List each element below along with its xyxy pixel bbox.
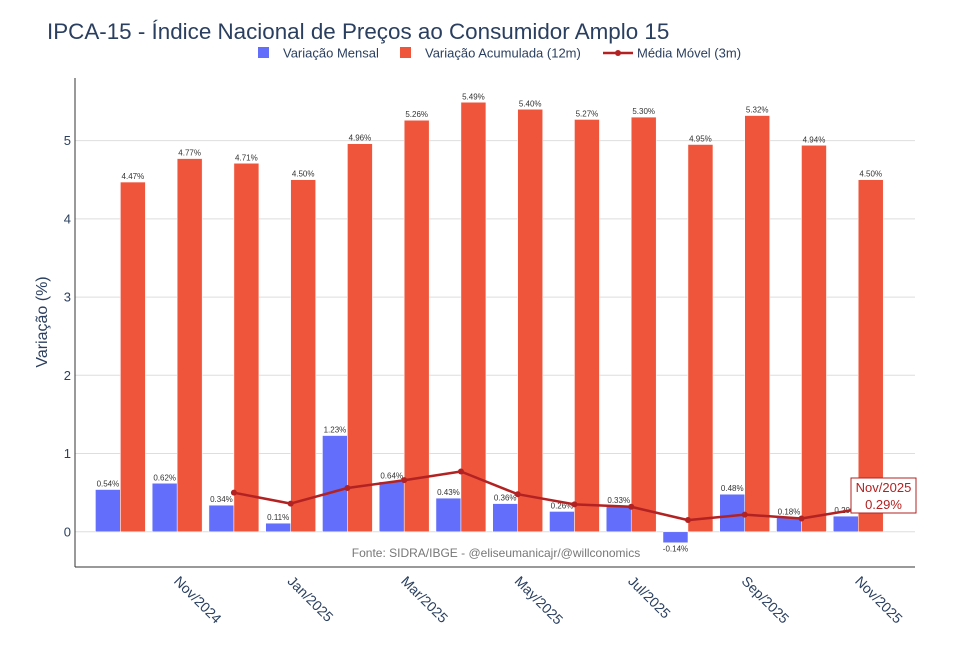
bar-variacao-mensal-9 — [605, 505, 632, 533]
legend-square-icon — [400, 47, 411, 58]
bar-label-variacao-acumulada-2: 4.71% — [235, 153, 258, 162]
moving-average-point-10 — [684, 517, 691, 524]
bar-variacao-mensal-13 — [833, 515, 859, 533]
bar-variacao-mensal-10 — [662, 531, 689, 543]
y-tick-label: 5 — [64, 133, 71, 148]
bar-variacao-mensal-2 — [208, 504, 235, 533]
bar-label-variacao-acumulada-5: 5.26% — [405, 110, 428, 119]
bar-variacao-mensal-5 — [378, 481, 405, 533]
bar-label-variacao-acumulada-3: 4.50% — [292, 170, 315, 179]
moving-average-point-11 — [741, 511, 748, 518]
bars — [95, 102, 884, 543]
bar-label-variacao-mensal-7: 0.36% — [494, 494, 517, 503]
moving-average-point-3 — [287, 500, 294, 507]
bar-label-variacao-mensal-3: 0.11% — [267, 513, 289, 522]
bar-label-variacao-acumulada-6: 5.49% — [462, 92, 485, 101]
legend-marker-icon — [615, 50, 621, 56]
y-tick-label: 2 — [64, 368, 71, 383]
moving-average-line — [233, 470, 859, 522]
bar-label-variacao-acumulada-10: 4.95% — [689, 135, 712, 144]
bar-label-variacao-mensal-11: 0.48% — [721, 484, 744, 493]
y-axis-tick-labels: 0 1 2 3 4 5 — [64, 133, 71, 539]
legend-item-media-movel[interactable]: Média Móvel (3m) — [603, 46, 741, 61]
bar-variacao-mensal-0 — [95, 489, 121, 533]
legend-square-icon — [258, 47, 269, 58]
legend-item-variacao-mensal[interactable]: Variação Mensal — [258, 46, 379, 61]
bar-label-variacao-mensal-9: 0.33% — [607, 496, 630, 505]
bar-label-variacao-acumulada-13: 4.50% — [859, 170, 882, 179]
bar-variacao-mensal-1 — [151, 483, 178, 533]
latest-value-callout: Nov/2025 0.29% — [850, 477, 917, 514]
bar-label-variacao-acumulada-4: 4.96% — [349, 134, 372, 143]
moving-average-point-7 — [514, 491, 521, 498]
bar-variacao-acumulada-2 — [233, 163, 260, 533]
bar-variacao-acumulada-8 — [574, 119, 600, 533]
moving-average-point-2 — [230, 489, 237, 496]
bar-variacao-acumulada-5 — [403, 119, 430, 533]
bar-label-variacao-acumulada-7: 5.40% — [519, 99, 542, 108]
bar-value-labels: 0.54% 0.62% 0.34% 0.11% 1.23% 0.64% 0.43% 0.36%… — [97, 92, 882, 553]
bar-variacao-acumulada-10 — [687, 144, 714, 533]
bar-label-variacao-mensal-1: 0.62% — [153, 473, 176, 482]
y-tick-label: 0 — [64, 524, 71, 539]
bar-label-variacao-acumulada-12: 4.94% — [803, 135, 826, 144]
chart-title: IPCA-15 - Índice Nacional de Preços ao C… — [47, 19, 669, 44]
source-note: Fonte: SIDRA/IBGE - @eliseumanicajr/@wil… — [352, 546, 640, 560]
bar-label-variacao-mensal-4: 1.23% — [324, 426, 347, 435]
bar-variacao-mensal-12 — [776, 517, 802, 533]
callout-box — [850, 477, 917, 514]
bar-variacao-acumulada-9 — [630, 116, 657, 533]
moving-average-point-12 — [798, 515, 805, 522]
bar-label-variacao-acumulada-9: 5.30% — [632, 107, 655, 116]
legend-label-media-movel: Média Móvel (3m) — [637, 46, 741, 61]
y-tick-label: 3 — [64, 290, 71, 305]
bar-variacao-mensal-7 — [492, 503, 518, 533]
moving-average-point-4 — [344, 484, 351, 491]
moving-average-point-6 — [457, 468, 464, 475]
bar-label-variacao-mensal-6: 0.43% — [437, 488, 460, 497]
bar-variacao-mensal-4 — [322, 435, 348, 533]
bar-variacao-acumulada-11 — [744, 115, 770, 533]
bar-variacao-acumulada-13 — [857, 179, 884, 533]
callout-month: Nov/2025 — [856, 480, 912, 495]
bar-label-variacao-mensal-8: 0.26% — [551, 501, 574, 510]
y-tick-label: 4 — [64, 211, 71, 226]
bar-variacao-mensal-8 — [549, 511, 575, 533]
legend: Variação Mensal Variação Acumulada (12m)… — [258, 46, 741, 61]
bar-variacao-mensal-3 — [265, 522, 291, 533]
y-tick-label: 1 — [64, 446, 71, 461]
bar-variacao-acumulada-3 — [290, 179, 316, 533]
legend-label-variacao-acumulada: Variação Acumulada (12m) — [425, 46, 581, 61]
bar-variacao-mensal-6 — [435, 497, 462, 533]
bar-label-variacao-acumulada-8: 5.27% — [576, 109, 599, 118]
bar-label-variacao-mensal-10: -0.14% — [663, 545, 688, 554]
bar-label-variacao-acumulada-11: 5.32% — [746, 106, 769, 115]
bar-variacao-acumulada-12 — [801, 145, 827, 533]
legend-label-variacao-mensal: Variação Mensal — [283, 46, 379, 61]
bar-label-variacao-acumulada-0: 4.47% — [122, 172, 145, 181]
bar-label-variacao-mensal-2: 0.34% — [210, 495, 233, 504]
bar-label-variacao-mensal-12: 0.18% — [778, 508, 801, 517]
callout-value: 0.29% — [865, 497, 902, 512]
bar-variacao-mensal-11 — [719, 493, 745, 533]
moving-average-point-8 — [571, 501, 578, 508]
moving-average-point-9 — [628, 503, 635, 510]
y-axis-title: Variação (%) — [34, 276, 51, 367]
bar-variacao-acumulada-7 — [517, 109, 543, 533]
bar-label-variacao-mensal-0: 0.54% — [97, 480, 120, 489]
bar-variacao-acumulada-1 — [176, 158, 203, 533]
bar-variacao-acumulada-4 — [347, 143, 373, 533]
bar-variacao-acumulada-6 — [460, 102, 487, 533]
moving-average-point-5 — [401, 477, 408, 484]
bar-label-variacao-mensal-5: 0.64% — [380, 472, 403, 481]
bar-label-variacao-acumulada-1: 4.77% — [178, 149, 201, 158]
legend-item-variacao-acumulada[interactable]: Variação Acumulada (12m) — [400, 46, 581, 61]
bar-variacao-acumulada-0 — [120, 181, 146, 533]
